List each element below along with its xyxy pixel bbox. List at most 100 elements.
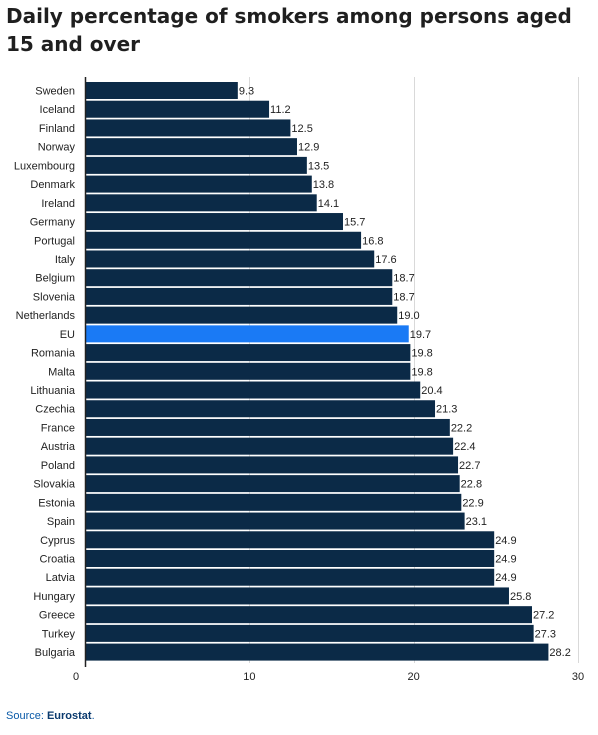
value-label: 19.0: [398, 310, 419, 322]
category-label: Latvia: [46, 572, 76, 584]
bar-norway: [85, 138, 297, 156]
value-label: 18.7: [393, 273, 414, 285]
bar-portugal: [85, 231, 362, 249]
category-label: Italy: [55, 254, 76, 266]
category-label: Bulgaria: [35, 647, 76, 659]
bar-slovakia: [85, 475, 460, 493]
bar-greece: [85, 606, 532, 624]
x-tick-label: 0: [73, 671, 79, 683]
category-label: Romania: [31, 348, 76, 360]
value-label: 13.8: [313, 179, 334, 191]
value-label: 27.2: [533, 610, 554, 622]
value-label: 24.9: [495, 535, 516, 547]
x-tick-label: 10: [243, 671, 255, 683]
value-label: 20.4: [421, 385, 442, 397]
category-label: Iceland: [40, 104, 75, 116]
value-label: 24.9: [495, 572, 516, 584]
bar-iceland: [85, 100, 270, 118]
x-tick-label: 30: [572, 671, 584, 683]
category-label: Denmark: [30, 179, 75, 191]
value-label: 9.3: [239, 86, 254, 98]
value-label: 13.5: [308, 160, 329, 172]
value-label: 23.1: [466, 516, 487, 528]
value-label: 12.5: [291, 123, 312, 135]
category-label: Lithuania: [30, 385, 76, 397]
category-label: Hungary: [33, 591, 75, 603]
bar-luxembourg: [85, 156, 307, 174]
category-label: Sweden: [35, 86, 75, 98]
category-label: Spain: [47, 516, 75, 528]
category-label: Greece: [39, 610, 75, 622]
category-label: Slovakia: [33, 479, 75, 491]
bar-cyprus: [85, 531, 495, 549]
bar-italy: [85, 250, 375, 268]
bar-lithuania: [85, 381, 421, 399]
x-tick-label: 20: [408, 671, 420, 683]
source-suffix: .: [91, 710, 95, 722]
category-label: Estonia: [38, 497, 76, 509]
bar-germany: [85, 213, 343, 231]
bar-austria: [85, 437, 454, 455]
category-label: Ireland: [41, 198, 75, 210]
bar-hungary: [85, 587, 509, 605]
source-note: Source: Eurostat.: [6, 710, 95, 722]
category-label: EU: [60, 329, 75, 341]
value-label: 28.2: [549, 647, 570, 659]
value-label: 22.8: [461, 479, 482, 491]
source-prefix: Source:: [6, 710, 47, 722]
bar-ireland: [85, 194, 317, 212]
category-label: Belgium: [35, 273, 75, 285]
category-label: Austria: [41, 441, 76, 453]
value-label: 14.1: [318, 198, 339, 210]
bar-spain: [85, 512, 465, 530]
bar-romania: [85, 344, 411, 362]
value-label: 16.8: [362, 235, 383, 247]
bar-slovenia: [85, 287, 393, 305]
value-label: 17.6: [375, 254, 396, 266]
value-label: 22.2: [451, 422, 472, 434]
bar-france: [85, 418, 450, 436]
value-label: 19.7: [410, 329, 431, 341]
bar-belgium: [85, 269, 393, 287]
bar-sweden: [85, 82, 238, 99]
bar-denmark: [85, 175, 312, 193]
category-label: Portugal: [34, 235, 75, 247]
source-link[interactable]: Eurostat: [46, 710, 92, 722]
category-label: Malta: [48, 366, 76, 378]
value-label: 12.9: [298, 142, 319, 154]
bar-chart: Sweden 9.3 Iceland 11.2 Finland 12.5 Norway 12.…: [14, 77, 584, 683]
category-label: Germany: [30, 217, 76, 229]
bar-latvia: [85, 568, 495, 586]
value-label: 21.3: [436, 404, 457, 416]
bar-turkey: [85, 624, 534, 642]
category-label: Cyprus: [40, 535, 75, 547]
category-label: Norway: [38, 142, 76, 154]
category-label: Finland: [39, 123, 75, 135]
bar-estonia: [85, 493, 462, 511]
category-label: Croatia: [40, 554, 76, 566]
bar-bulgaria: [85, 643, 549, 661]
value-label: 18.7: [393, 291, 414, 303]
category-label: Luxembourg: [14, 160, 75, 172]
chart-title: Daily percentage of smokers among person…: [6, 4, 572, 56]
value-label: 24.9: [495, 554, 516, 566]
bar-czechia: [85, 400, 436, 418]
value-label: 11.2: [270, 104, 291, 116]
value-label: 22.7: [459, 460, 480, 472]
category-label: Poland: [41, 460, 75, 472]
bar-malta: [85, 362, 411, 380]
category-label: Slovenia: [33, 291, 76, 303]
value-label: 15.7: [344, 217, 365, 229]
value-label: 25.8: [510, 591, 531, 603]
value-label: 22.4: [454, 441, 475, 453]
value-label: 19.8: [411, 366, 432, 378]
bar-croatia: [85, 550, 495, 567]
category-label: Czechia: [35, 404, 76, 416]
bar-eu: [85, 325, 409, 343]
category-label: Netherlands: [16, 310, 76, 322]
category-label: Turkey: [42, 628, 76, 640]
bar-finland: [85, 119, 291, 137]
bar-poland: [85, 456, 459, 474]
bar-netherlands: [85, 306, 398, 324]
